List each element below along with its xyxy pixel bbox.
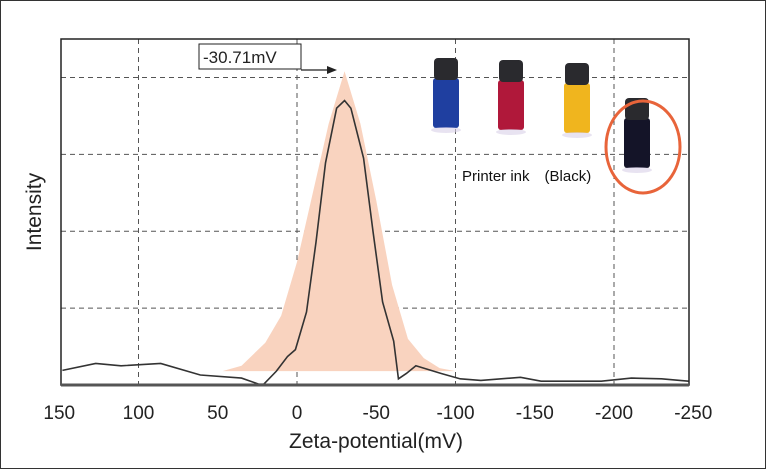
bottle-cap xyxy=(499,60,523,82)
annotation-text: -30.71mV xyxy=(203,48,277,67)
x-axis-label: Zeta-potential(mV) xyxy=(289,430,463,453)
x-tick-label: 0 xyxy=(292,403,303,424)
ink-bottle xyxy=(431,58,461,133)
x-tick-label: 100 xyxy=(123,403,155,424)
ink-bottles-photo xyxy=(431,58,652,173)
bottle-cap xyxy=(434,58,458,80)
y-axis-label: Intensity xyxy=(23,172,46,251)
bottle-body xyxy=(498,80,524,130)
ink-bottle xyxy=(562,63,592,138)
ink-bottle xyxy=(496,60,526,135)
highlight-circle xyxy=(604,99,682,195)
bottle-cap xyxy=(565,63,589,85)
x-tick-label: -150 xyxy=(516,403,554,424)
x-tick-labels: 150 100 50 0 -50 -100 -150 -200 -250 xyxy=(43,403,712,424)
x-tick-label: -200 xyxy=(595,403,633,424)
intensity-line xyxy=(62,99,689,386)
peak-fill-area xyxy=(222,71,456,372)
ink-bottle xyxy=(622,98,652,173)
x-tick-label: 50 xyxy=(207,403,228,424)
inset-caption: Printer ink (Black) xyxy=(462,168,591,185)
x-tick-label: -50 xyxy=(363,403,390,424)
bottle-body xyxy=(624,118,650,168)
bottle-body xyxy=(433,78,459,128)
peak-annotation: -30.71mV xyxy=(198,43,337,74)
x-tick-label: -250 xyxy=(674,403,712,424)
x-tick-label: 150 xyxy=(43,403,75,424)
x-tick-label: -100 xyxy=(436,403,474,424)
bottle-body xyxy=(564,83,590,133)
arrowhead-icon xyxy=(327,66,337,74)
annotation-box xyxy=(198,43,302,70)
